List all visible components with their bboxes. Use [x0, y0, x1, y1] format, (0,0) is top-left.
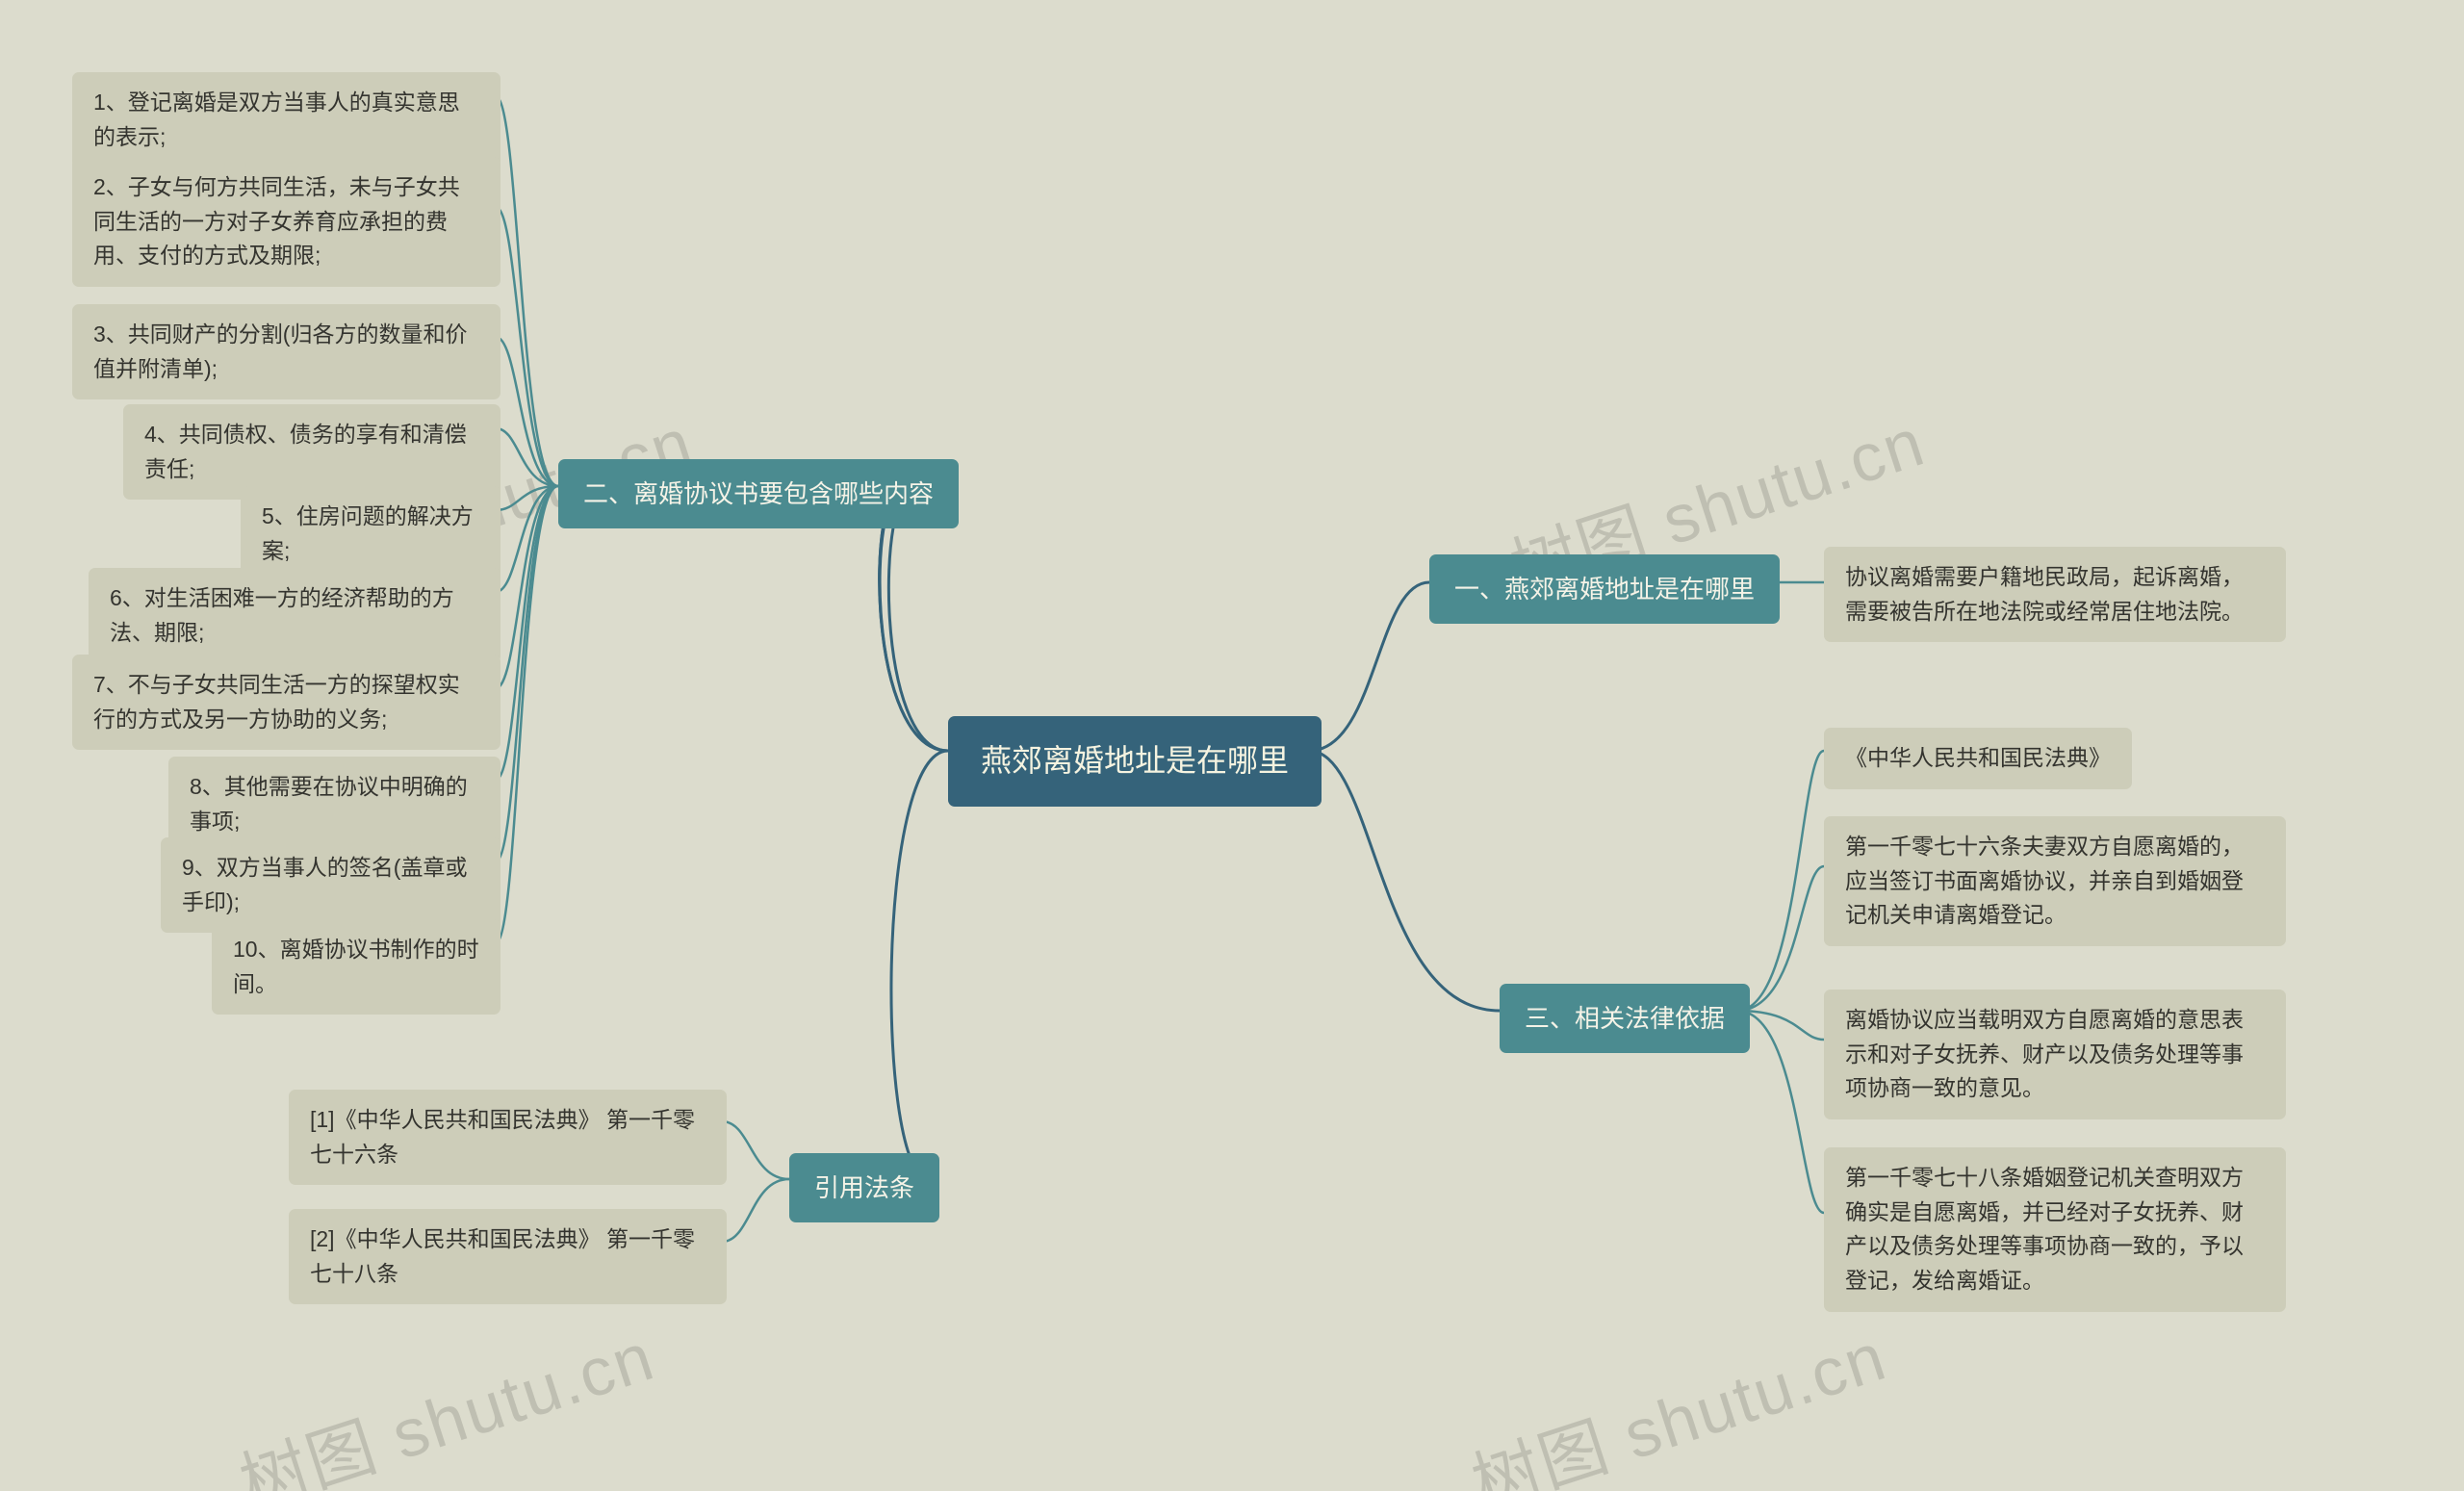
leaf-text: 6、对生活困难一方的经济帮助的方法、期限; — [110, 585, 454, 645]
leaf-item: 6、对生活困难一方的经济帮助的方法、期限; — [89, 568, 500, 663]
leaf-item: 第一千零七十六条夫妻双方自愿离婚的，应当签订书面离婚协议，并亲自到婚姻登记机关申… — [1824, 816, 2286, 946]
leaf-item: 3、共同财产的分割(归各方的数量和价值并附清单); — [72, 304, 500, 399]
leaf-text: 1、登记离婚是双方当事人的真实意思的表示; — [93, 90, 460, 149]
branch-section-3: 三、相关法律依据 — [1500, 984, 1750, 1053]
leaf-text: [1]《中华人民共和国民法典》 第一千零七十六条 — [310, 1107, 695, 1167]
leaf-text: 7、不与子女共同生活一方的探望权实行的方式及另一方协助的义务; — [93, 672, 460, 732]
watermark: 树图 shutu.cn — [1458, 1303, 1896, 1491]
branch-label: 三、相关法律依据 — [1525, 1004, 1725, 1033]
leaf-item: [1]《中华人民共和国民法典》 第一千零七十六条 — [289, 1090, 727, 1185]
mindmap-root: 燕郊离婚地址是在哪里 — [948, 716, 1322, 807]
leaf-item: 1、登记离婚是双方当事人的真实意思的表示; — [72, 72, 500, 167]
leaf-text: [2]《中华人民共和国民法典》 第一千零七十八条 — [310, 1226, 695, 1286]
leaf-text: 9、双方当事人的签名(盖章或手印); — [182, 855, 467, 914]
branch-label: 二、离婚协议书要包含哪些内容 — [583, 479, 934, 508]
leaf-item: 10、离婚协议书制作的时间。 — [212, 919, 500, 1015]
leaf-item: 7、不与子女共同生活一方的探望权实行的方式及另一方协助的义务; — [72, 655, 500, 750]
leaf-text: 4、共同债权、债务的享有和清偿责任; — [144, 422, 467, 481]
leaf-text: 8、其他需要在协议中明确的事项; — [190, 774, 468, 834]
leaf-text: 第一千零七十八条婚姻登记机关查明双方确实是自愿离婚，并已经对子女抚养、财产以及债… — [1845, 1165, 2244, 1293]
leaf-text: 10、离婚协议书制作的时间。 — [233, 937, 479, 996]
leaf-text: 2、子女与何方共同生活，未与子女共同生活的一方对子女养育应承担的费用、支付的方式… — [93, 174, 460, 268]
root-label: 燕郊离婚地址是在哪里 — [981, 743, 1289, 778]
leaf-text: 《中华人民共和国民法典》 — [1845, 745, 2111, 770]
branch-label: 引用法条 — [814, 1173, 914, 1202]
branch-section-1: 一、燕郊离婚地址是在哪里 — [1429, 554, 1780, 624]
leaf-text: 第一千零七十六条夫妻双方自愿离婚的，应当签订书面离婚协议，并亲自到婚姻登记机关申… — [1845, 834, 2244, 927]
leaf-item: [2]《中华人民共和国民法典》 第一千零七十八条 — [289, 1209, 727, 1304]
leaf-text: 5、住房问题的解决方案; — [262, 503, 474, 563]
leaf-item: 协议离婚需要户籍地民政局，起诉离婚，需要被告所在地法院或经常居住地法院。 — [1824, 547, 2286, 642]
leaf-text: 3、共同财产的分割(归各方的数量和价值并附清单); — [93, 321, 467, 381]
watermark: 树图 shutu.cn — [226, 1303, 664, 1491]
branch-citations: 引用法条 — [789, 1153, 939, 1222]
branch-section-2: 二、离婚协议书要包含哪些内容 — [558, 459, 959, 528]
leaf-item: 第一千零七十八条婚姻登记机关查明双方确实是自愿离婚，并已经对子女抚养、财产以及债… — [1824, 1147, 2286, 1312]
leaf-item: 离婚协议应当载明双方自愿离婚的意思表示和对子女抚养、财产以及债务处理等事项协商一… — [1824, 990, 2286, 1119]
leaf-item: 2、子女与何方共同生活，未与子女共同生活的一方对子女养育应承担的费用、支付的方式… — [72, 157, 500, 287]
leaf-text: 离婚协议应当载明双方自愿离婚的意思表示和对子女抚养、财产以及债务处理等事项协商一… — [1845, 1007, 2244, 1100]
branch-label: 一、燕郊离婚地址是在哪里 — [1454, 575, 1755, 604]
leaf-item: 《中华人民共和国民法典》 — [1824, 728, 2132, 789]
leaf-text: 协议离婚需要户籍地民政局，起诉离婚，需要被告所在地法院或经常居住地法院。 — [1845, 564, 2244, 624]
